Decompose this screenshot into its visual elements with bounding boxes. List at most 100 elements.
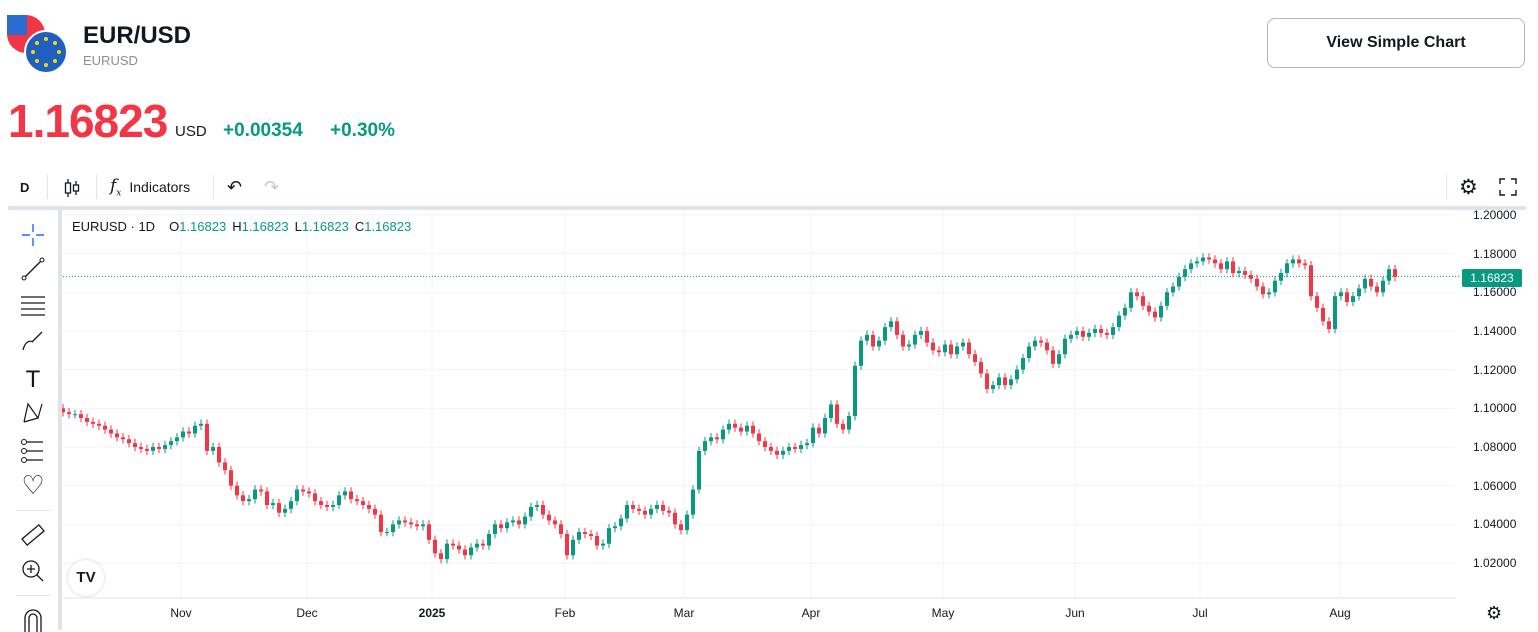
candle-body <box>1195 261 1199 264</box>
candle <box>745 421 749 436</box>
candle <box>1045 338 1049 355</box>
candle <box>313 489 317 506</box>
candle-body <box>1105 332 1109 335</box>
ruler-icon[interactable] <box>20 522 46 548</box>
candle <box>1351 291 1355 307</box>
candle-body <box>529 506 533 517</box>
fib-lines-icon[interactable] <box>20 292 46 318</box>
candle <box>157 442 161 454</box>
candle <box>643 506 647 519</box>
candle <box>319 496 323 510</box>
pattern-icon[interactable] <box>20 400 46 426</box>
candle <box>1303 259 1307 270</box>
favorites-heart-icon[interactable]: ♡ <box>21 470 45 500</box>
candle <box>445 539 449 564</box>
candle-body <box>559 524 563 534</box>
candle <box>1081 326 1085 342</box>
candle-body <box>409 522 413 525</box>
candle-body <box>133 443 137 447</box>
candle <box>1267 288 1271 299</box>
candle-body <box>127 439 131 444</box>
candle-body <box>1249 274 1253 279</box>
candle-body <box>1027 346 1031 359</box>
price-tick-label: 1.14000 <box>1473 323 1517 338</box>
candle <box>415 520 419 531</box>
candle-body <box>847 416 851 430</box>
candle-body <box>925 330 929 343</box>
candle-body <box>271 503 275 505</box>
candle-body <box>997 377 1001 386</box>
candle-body <box>73 414 77 416</box>
candle-body <box>811 427 815 444</box>
undo-icon[interactable]: ↶ <box>227 176 243 197</box>
candle-body <box>1087 332 1091 337</box>
candle-type-icon[interactable] <box>63 178 81 198</box>
time-tick-label: Dec <box>296 606 318 620</box>
tradingview-logo[interactable]: TV <box>68 560 104 596</box>
candle <box>709 433 713 446</box>
candle-body <box>307 491 311 494</box>
settings-gear-icon[interactable]: ⚙ <box>1459 175 1478 199</box>
candle <box>787 442 791 456</box>
axis-settings-gear-icon[interactable]: ⚙ <box>1486 603 1503 623</box>
candle-body <box>649 508 653 515</box>
candle-body <box>175 437 179 442</box>
text-tool-icon[interactable]: T <box>25 366 41 393</box>
candle-body <box>937 350 941 353</box>
candle-body <box>1033 340 1037 347</box>
candle <box>289 496 293 514</box>
candle <box>67 407 71 419</box>
candle <box>907 340 911 351</box>
candle-body <box>391 524 395 533</box>
candle <box>1195 257 1199 268</box>
candle-body <box>715 437 719 440</box>
price-change-percent: +0.30% <box>330 120 395 141</box>
candle <box>673 508 677 529</box>
prediction-icon[interactable] <box>20 438 46 464</box>
candle <box>607 523 611 548</box>
candle <box>793 442 797 454</box>
candle <box>577 527 581 545</box>
candle-body <box>865 334 869 341</box>
candle <box>547 510 551 525</box>
magnet-icon[interactable] <box>20 606 46 632</box>
candle <box>961 338 965 351</box>
candle-body <box>733 423 737 428</box>
candle-body <box>751 425 755 434</box>
fullscreen-icon[interactable] <box>1499 178 1517 196</box>
indicators-button[interactable]: fx Indicators <box>110 176 190 198</box>
candle-body <box>97 423 101 426</box>
candle-body <box>385 532 389 534</box>
candle <box>691 485 695 519</box>
candle-body <box>223 462 227 471</box>
zoom-in-icon[interactable] <box>20 558 46 584</box>
candle-body <box>1063 338 1067 355</box>
interval-button[interactable]: D <box>20 179 30 195</box>
candle <box>1111 322 1115 340</box>
candle <box>145 444 149 456</box>
candle <box>211 442 215 456</box>
candle-body <box>1201 257 1205 262</box>
brush-icon[interactable] <box>20 328 46 354</box>
candle-body <box>1213 259 1217 264</box>
candle-body <box>1129 292 1133 308</box>
trend-line-icon[interactable] <box>20 256 46 282</box>
candle-body <box>415 524 419 527</box>
crosshair-icon[interactable] <box>20 222 46 248</box>
redo-icon[interactable]: ↷ <box>264 176 280 197</box>
candle <box>847 411 851 434</box>
candle-body <box>919 330 923 335</box>
candle-body <box>655 504 659 509</box>
candle <box>823 413 827 438</box>
candle-body <box>283 508 287 513</box>
candle-body <box>577 532 581 540</box>
candle <box>559 520 563 539</box>
view-simple-chart-button[interactable]: View Simple Chart <box>1267 18 1525 68</box>
candle-body <box>1345 292 1349 302</box>
candle-body <box>505 522 509 529</box>
candle <box>679 520 683 535</box>
candle <box>481 539 485 550</box>
candle-body <box>973 354 977 362</box>
candle <box>1123 303 1127 320</box>
